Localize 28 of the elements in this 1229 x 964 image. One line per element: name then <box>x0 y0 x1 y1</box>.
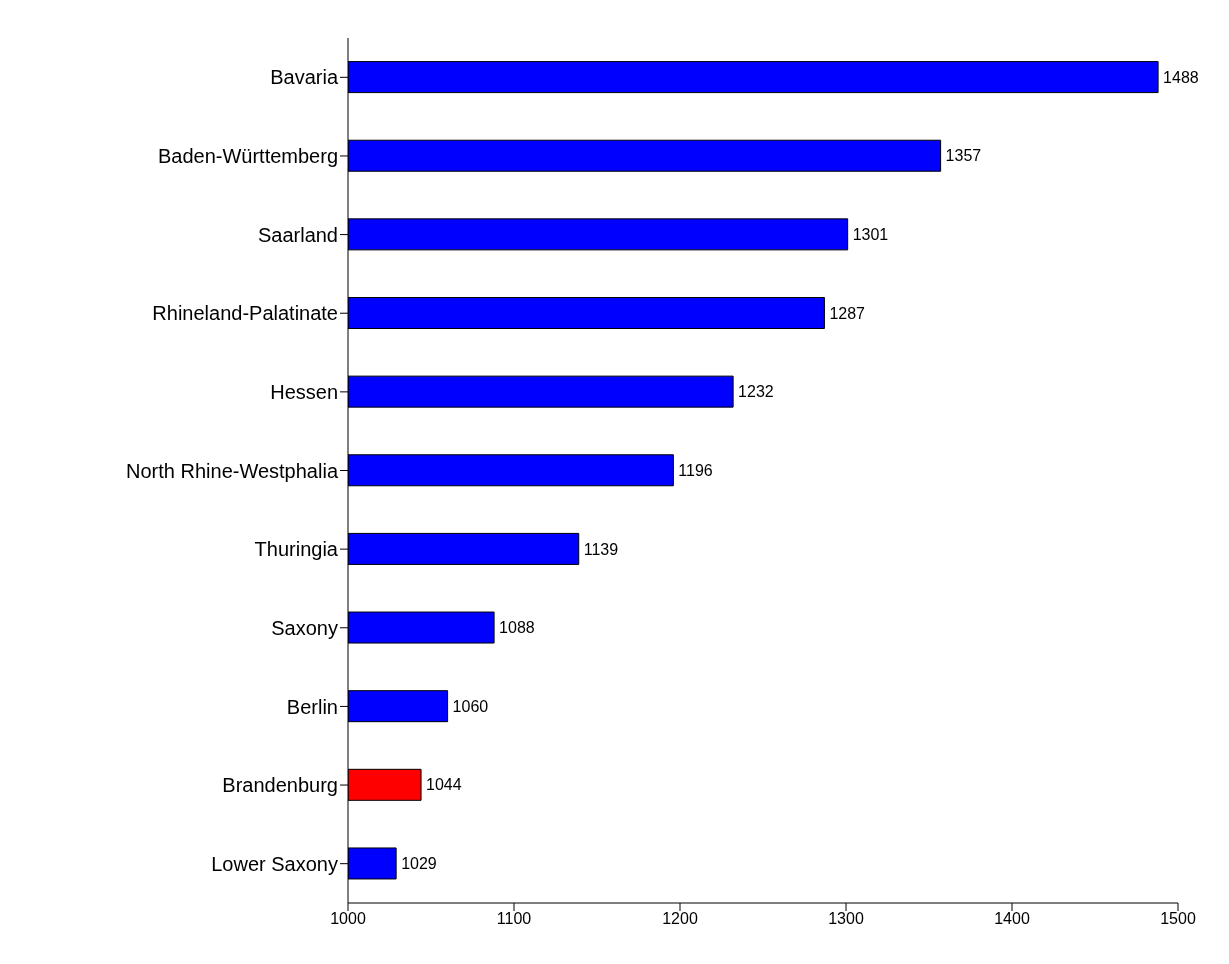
data-label: 1196 <box>678 461 713 479</box>
data-label: 1139 <box>583 540 619 558</box>
data-label: 1357 <box>945 147 982 165</box>
data-label: 1301 <box>852 226 889 244</box>
x-tick-label: 1000 <box>330 910 366 928</box>
y-tick-label: Hessen <box>270 380 338 403</box>
x-tick-label: 1300 <box>828 910 864 928</box>
x-tick-label: 1500 <box>1160 910 1196 928</box>
data-label: 1287 <box>829 304 866 322</box>
y-tick-label: Lower Saxony <box>211 852 338 875</box>
y-tick-label: North Rhine-Westphalia <box>126 459 339 482</box>
data-label: 1488 <box>1163 68 1199 86</box>
y-tick-label: Thuringia <box>254 538 339 561</box>
data-label: 1060 <box>452 697 489 715</box>
data-label: 1029 <box>401 855 437 873</box>
y-tick-label: Baden-Württemberg <box>157 145 338 168</box>
y-tick-label: Berlin <box>286 695 338 718</box>
x-tick-label: 1400 <box>994 910 1030 928</box>
y-tick-label: Saxony <box>271 616 338 639</box>
x-tick-label: 1100 <box>496 910 532 928</box>
data-label: 1232 <box>738 383 774 401</box>
y-tick-label: Bavaria <box>270 66 339 89</box>
y-tick-label: Rhineland-Palatinate <box>152 302 338 325</box>
data-label: 1044 <box>426 776 462 794</box>
y-tick-label: Saarland <box>257 223 338 246</box>
x-tick-label: 1200 <box>662 910 698 928</box>
data-label: 1088 <box>499 619 535 637</box>
y-tick-label: Brandenburg <box>222 774 338 797</box>
